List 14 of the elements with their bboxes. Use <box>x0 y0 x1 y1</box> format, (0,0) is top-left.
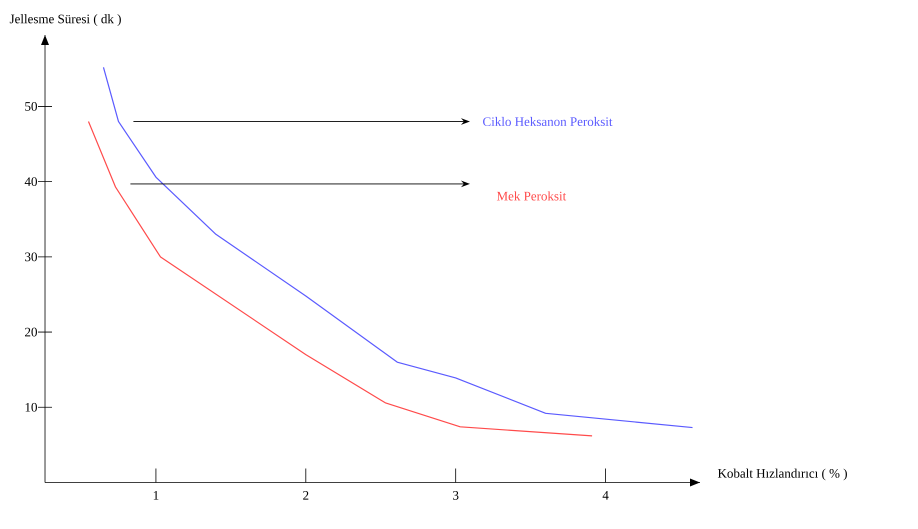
line-series <box>102 66 694 428</box>
text: Ciklo Heksanon Peroksit <box>483 116 612 126</box>
x-tick-label: 2 <box>303 491 308 500</box>
x-tick-label: 4 <box>602 491 609 500</box>
y-axis-title: Jellesme Süresi ( dk ) <box>10 14 121 26</box>
y-tick-label: 10 <box>26 402 37 412</box>
text: Mek Peroksit <box>496 191 566 200</box>
x-axis-title: Kobalt Hızlandırıcı ( % ) <box>718 468 847 480</box>
x-tick-label: 1 <box>154 491 158 500</box>
y-tick-label: 20 <box>25 328 37 336</box>
y-tick-label: 30 <box>25 252 37 262</box>
y-tick-label: 40 <box>24 177 37 186</box>
x-tick-label: 3 <box>453 491 458 500</box>
y-tick-label: 50 <box>25 102 37 111</box>
